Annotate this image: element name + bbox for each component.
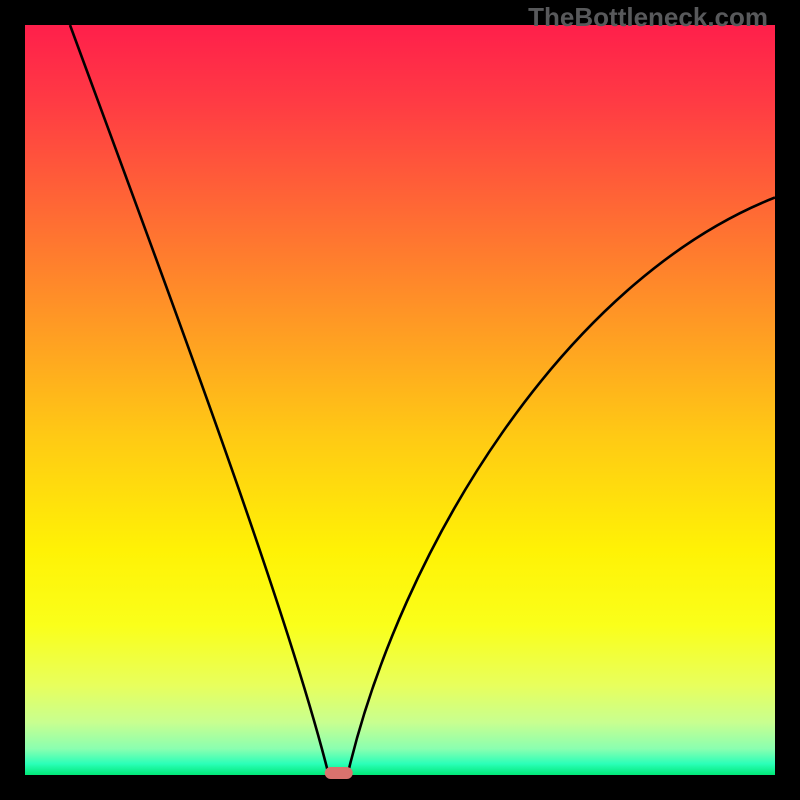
watermark-text: TheBottleneck.com: [528, 2, 768, 33]
optimum-marker: [324, 767, 353, 779]
bottleneck-curve: [25, 25, 775, 775]
chart-container: TheBottleneck.com: [0, 0, 800, 800]
curve-left-branch: [70, 25, 329, 775]
curve-right-branch: [348, 198, 776, 776]
plot-area: [25, 25, 775, 775]
